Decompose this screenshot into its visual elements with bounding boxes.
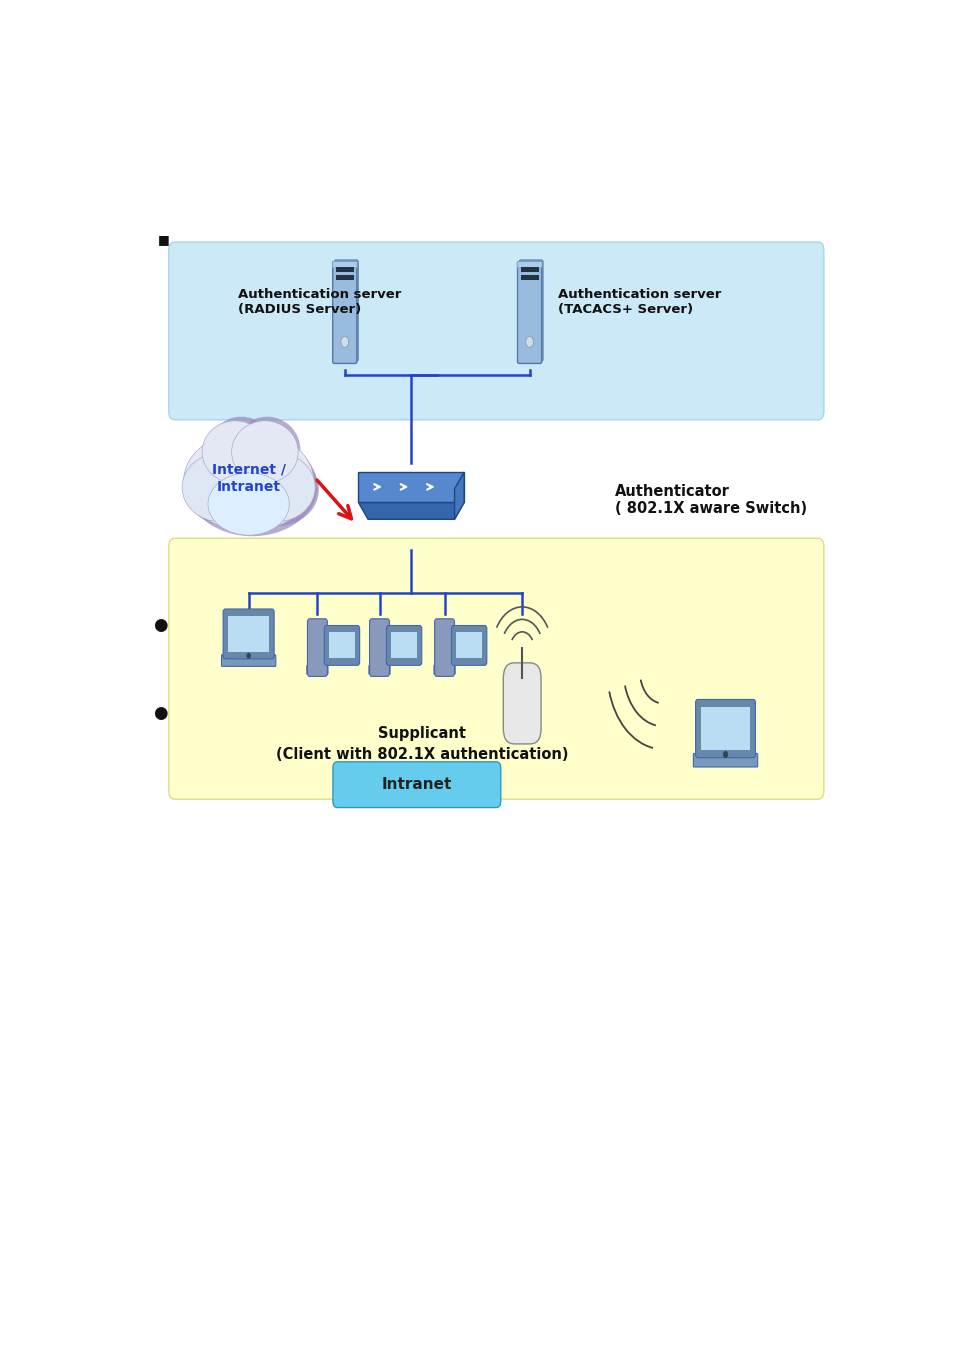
Ellipse shape [233, 417, 300, 483]
FancyBboxPatch shape [700, 706, 749, 751]
FancyBboxPatch shape [307, 618, 327, 676]
FancyBboxPatch shape [451, 625, 486, 666]
Ellipse shape [208, 472, 289, 535]
Circle shape [340, 336, 348, 347]
Text: ■: ■ [157, 234, 170, 247]
Ellipse shape [182, 454, 258, 521]
FancyBboxPatch shape [369, 666, 390, 674]
Text: Intranet: Intranet [381, 778, 452, 792]
FancyBboxPatch shape [221, 655, 275, 667]
Text: Authenticator
( 802.1X aware Switch): Authenticator ( 802.1X aware Switch) [614, 483, 806, 516]
Text: Internet /
Intranet: Internet / Intranet [212, 462, 285, 494]
FancyBboxPatch shape [335, 267, 354, 273]
Polygon shape [454, 472, 464, 520]
Ellipse shape [186, 454, 267, 526]
FancyBboxPatch shape [324, 625, 359, 666]
Ellipse shape [183, 431, 314, 531]
Ellipse shape [238, 454, 314, 521]
FancyBboxPatch shape [329, 632, 355, 659]
FancyBboxPatch shape [228, 616, 269, 652]
FancyBboxPatch shape [693, 753, 757, 767]
FancyBboxPatch shape [518, 259, 542, 362]
Text: Authentication server
(RADIUS Server): Authentication server (RADIUS Server) [237, 289, 400, 316]
Polygon shape [358, 472, 464, 502]
FancyBboxPatch shape [169, 242, 823, 420]
FancyBboxPatch shape [169, 539, 823, 799]
FancyBboxPatch shape [223, 609, 274, 659]
Circle shape [722, 751, 727, 759]
FancyBboxPatch shape [307, 666, 328, 674]
Text: Authentication server
(TACACS+ Server): Authentication server (TACACS+ Server) [558, 289, 720, 316]
FancyBboxPatch shape [332, 262, 356, 267]
Text: Supplicant
(Client with 802.1X authentication): Supplicant (Client with 802.1X authentic… [275, 726, 568, 763]
Polygon shape [358, 502, 464, 520]
Ellipse shape [208, 417, 274, 483]
FancyBboxPatch shape [369, 618, 389, 676]
FancyBboxPatch shape [435, 618, 454, 676]
FancyBboxPatch shape [333, 761, 500, 807]
Ellipse shape [232, 421, 298, 483]
Ellipse shape [202, 421, 269, 483]
FancyBboxPatch shape [333, 262, 356, 363]
Text: ●: ● [152, 703, 167, 722]
Text: ●: ● [152, 616, 167, 633]
FancyBboxPatch shape [517, 262, 541, 267]
FancyBboxPatch shape [386, 625, 421, 666]
FancyBboxPatch shape [456, 632, 482, 659]
FancyBboxPatch shape [434, 666, 455, 674]
FancyBboxPatch shape [520, 267, 538, 273]
FancyBboxPatch shape [391, 632, 416, 659]
FancyBboxPatch shape [517, 262, 541, 363]
Ellipse shape [237, 454, 318, 526]
Circle shape [525, 336, 533, 347]
FancyBboxPatch shape [503, 663, 540, 744]
FancyBboxPatch shape [334, 259, 358, 362]
FancyBboxPatch shape [335, 275, 354, 281]
FancyBboxPatch shape [520, 275, 538, 281]
FancyBboxPatch shape [695, 699, 755, 757]
Ellipse shape [187, 436, 317, 536]
Circle shape [246, 652, 251, 659]
